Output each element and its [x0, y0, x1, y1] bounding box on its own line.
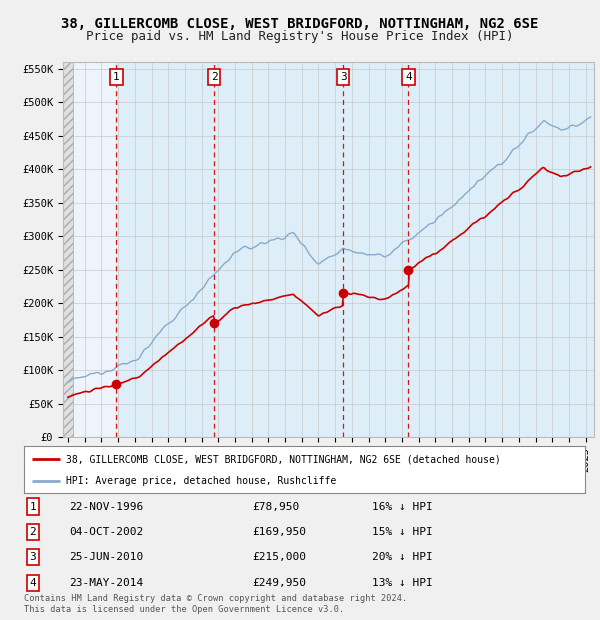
Text: 20% ↓ HPI: 20% ↓ HPI [372, 552, 433, 562]
Bar [116, 62, 214, 437]
Bar [409, 62, 594, 437]
Bar [343, 62, 409, 437]
Text: 1: 1 [113, 72, 120, 82]
Text: 3: 3 [29, 552, 37, 562]
Text: HPI: Average price, detached house, Rushcliffe: HPI: Average price, detached house, Rush… [66, 476, 337, 486]
Text: 4: 4 [405, 72, 412, 82]
Text: 25-JUN-2010: 25-JUN-2010 [69, 552, 143, 562]
Text: 15% ↓ HPI: 15% ↓ HPI [372, 527, 433, 537]
Text: Contains HM Land Registry data © Crown copyright and database right 2024.
This d: Contains HM Land Registry data © Crown c… [24, 595, 407, 614]
Text: 13% ↓ HPI: 13% ↓ HPI [372, 578, 433, 588]
Text: Price paid vs. HM Land Registry's House Price Index (HPI): Price paid vs. HM Land Registry's House … [86, 30, 514, 43]
Bar [63, 62, 73, 437]
Text: 04-OCT-2002: 04-OCT-2002 [69, 527, 143, 537]
Text: 4: 4 [29, 578, 37, 588]
Text: 23-MAY-2014: 23-MAY-2014 [69, 578, 143, 588]
Text: £215,000: £215,000 [252, 552, 306, 562]
Bar [214, 62, 343, 437]
Text: 38, GILLERCOMB CLOSE, WEST BRIDGFORD, NOTTINGHAM, NG2 6SE (detached house): 38, GILLERCOMB CLOSE, WEST BRIDGFORD, NO… [66, 454, 501, 464]
Text: £249,950: £249,950 [252, 578, 306, 588]
Text: £169,950: £169,950 [252, 527, 306, 537]
Text: 3: 3 [340, 72, 347, 82]
Text: 22-NOV-1996: 22-NOV-1996 [69, 502, 143, 512]
Text: 2: 2 [211, 72, 218, 82]
Text: 16% ↓ HPI: 16% ↓ HPI [372, 502, 433, 512]
Text: 38, GILLERCOMB CLOSE, WEST BRIDGFORD, NOTTINGHAM, NG2 6SE: 38, GILLERCOMB CLOSE, WEST BRIDGFORD, NO… [61, 17, 539, 32]
Text: £78,950: £78,950 [252, 502, 299, 512]
Text: 1: 1 [29, 502, 37, 512]
Text: 2: 2 [29, 527, 37, 537]
